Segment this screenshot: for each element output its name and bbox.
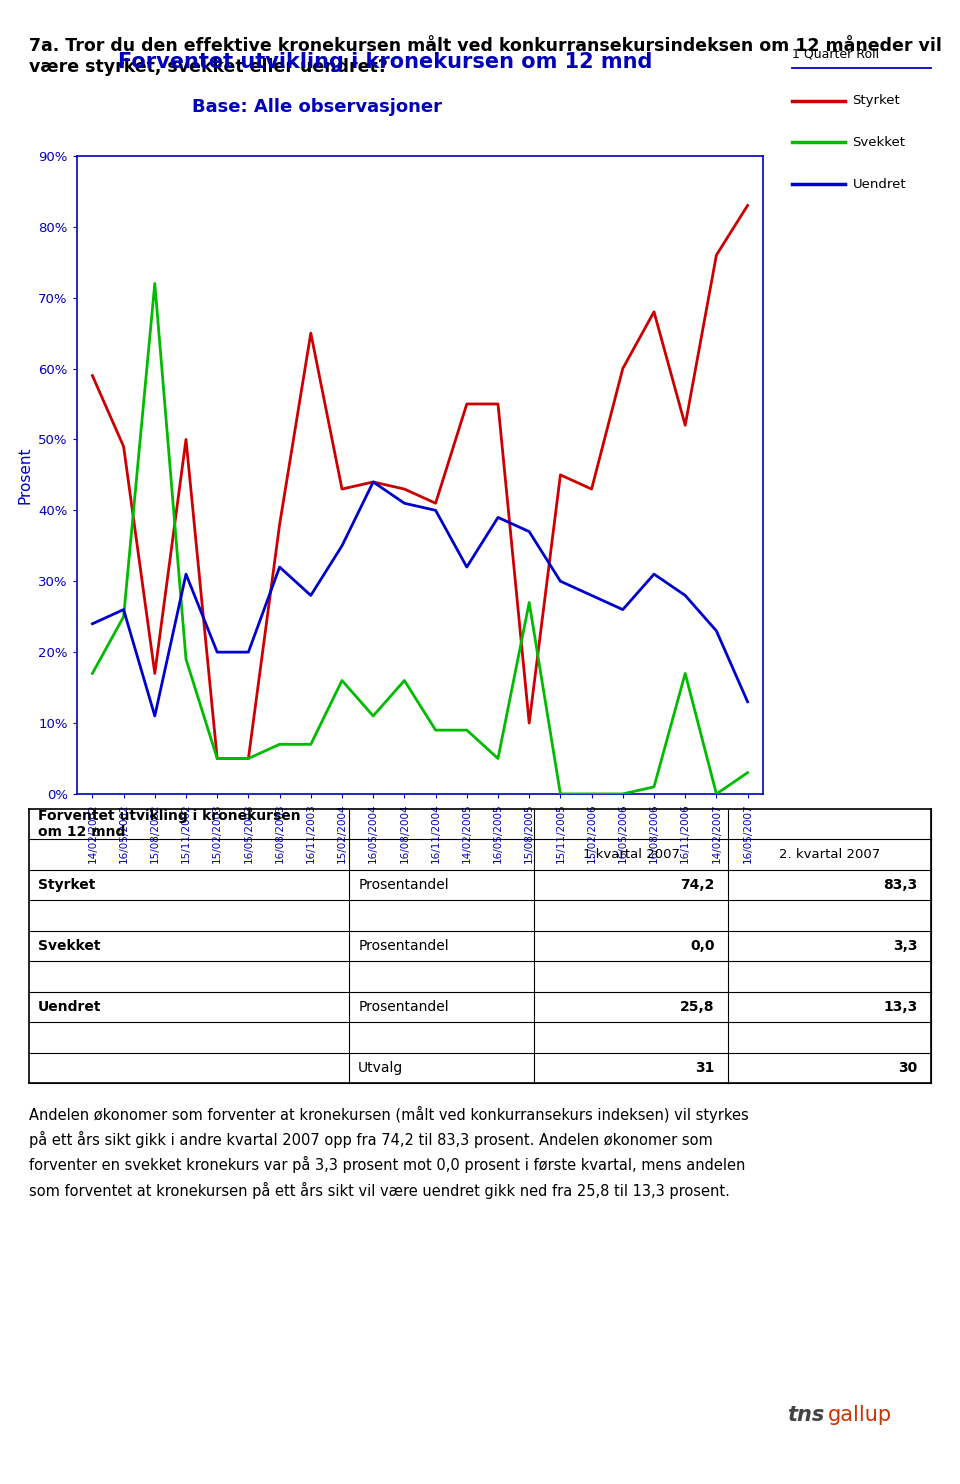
Text: 1 Quarter Roll: 1 Quarter Roll bbox=[792, 47, 879, 61]
Text: 2. kvartal 2007: 2. kvartal 2007 bbox=[780, 847, 880, 861]
Text: 30: 30 bbox=[899, 1061, 918, 1074]
Text: 7a. Tror du den effektive kronekursen målt ved konkurransekursindeksen om 12 mån: 7a. Tror du den effektive kronekursen må… bbox=[29, 37, 942, 76]
Text: Svekket: Svekket bbox=[852, 137, 905, 148]
Text: gallup: gallup bbox=[828, 1405, 892, 1425]
Text: Forventet utvikling i kronekursen om 12 mnd: Forventet utvikling i kronekursen om 12 … bbox=[118, 52, 653, 71]
Text: 13,3: 13,3 bbox=[883, 1000, 918, 1014]
Text: Prosentandel: Prosentandel bbox=[358, 939, 449, 953]
Text: Uendret: Uendret bbox=[852, 178, 906, 190]
Text: Prosentandel: Prosentandel bbox=[358, 1000, 449, 1014]
Text: 74,2: 74,2 bbox=[681, 879, 714, 892]
Text: 31: 31 bbox=[695, 1061, 714, 1074]
Text: Uendret: Uendret bbox=[37, 1000, 102, 1014]
Text: Svekket: Svekket bbox=[37, 939, 101, 953]
Text: Styrket: Styrket bbox=[852, 95, 900, 107]
Text: tns: tns bbox=[787, 1405, 825, 1425]
Text: 25,8: 25,8 bbox=[680, 1000, 714, 1014]
Text: 83,3: 83,3 bbox=[883, 879, 918, 892]
Text: 3,3: 3,3 bbox=[893, 939, 918, 953]
Text: Styrket: Styrket bbox=[37, 879, 95, 892]
Text: Base: Alle observasjoner: Base: Alle observasjoner bbox=[192, 98, 442, 116]
Y-axis label: Prosent: Prosent bbox=[17, 447, 33, 503]
Text: Utvalg: Utvalg bbox=[358, 1061, 403, 1074]
Text: 1.kvartal 2007: 1.kvartal 2007 bbox=[583, 847, 680, 861]
Text: Forventet utvikling i kronekursen
om 12 mnd: Forventet utvikling i kronekursen om 12 … bbox=[37, 809, 300, 838]
Text: Prosentandel: Prosentandel bbox=[358, 879, 449, 892]
Text: 0,0: 0,0 bbox=[690, 939, 714, 953]
Text: Andelen økonomer som forventer at kronekursen (målt ved konkurransekurs indeksen: Andelen økonomer som forventer at kronek… bbox=[29, 1106, 749, 1199]
